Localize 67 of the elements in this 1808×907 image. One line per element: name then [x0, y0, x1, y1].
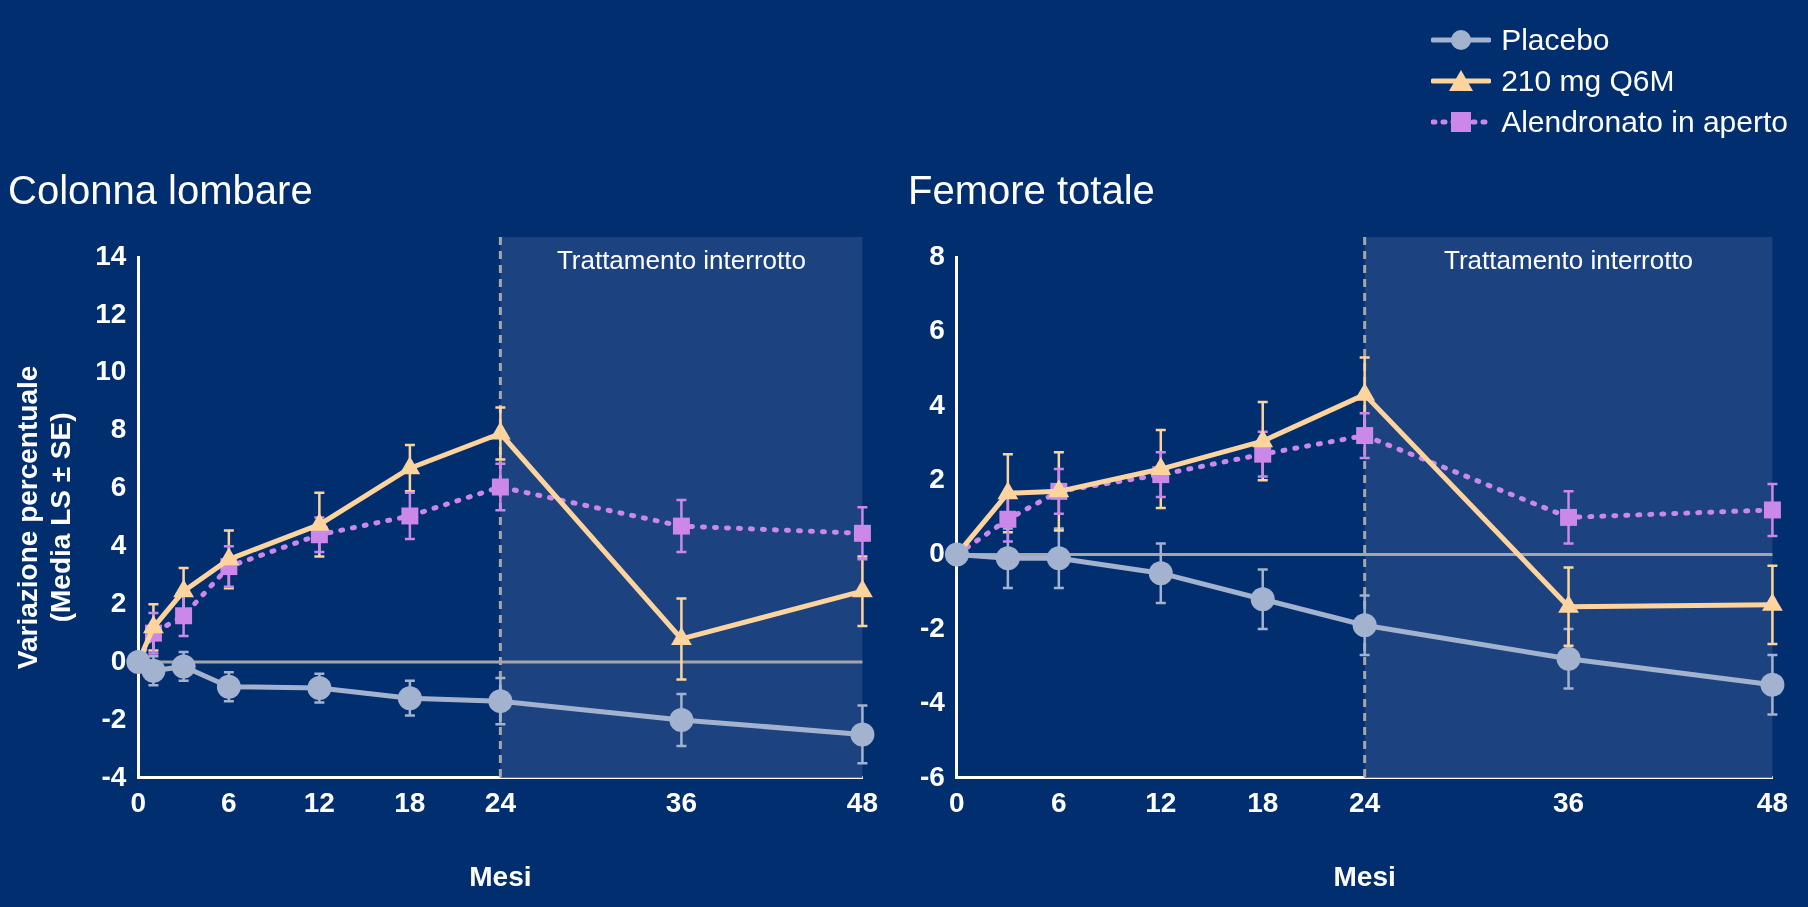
x-tick-label: 6 — [221, 787, 237, 819]
point — [1148, 561, 1173, 586]
point — [1763, 501, 1781, 519]
y-tick-label: 14 — [95, 239, 127, 271]
x-tick-label: 48 — [1756, 787, 1789, 819]
x-tick-label: 0 — [130, 787, 147, 819]
point — [1556, 646, 1581, 671]
point — [491, 478, 509, 496]
chart-title: Femore totale — [908, 168, 1155, 213]
point — [669, 707, 694, 732]
point — [488, 689, 513, 714]
point — [1254, 445, 1272, 463]
y-tick-label: -2 — [919, 611, 945, 643]
point — [944, 542, 969, 567]
point — [672, 517, 690, 535]
x-axis-title: Mesi — [1333, 860, 1396, 892]
y-axis-title: Variazione percentuale (Media LS ± SE) — [11, 365, 77, 670]
x-tick-label: 6 — [1051, 787, 1067, 819]
legend-label: Alendronato in aperto — [1501, 104, 1788, 139]
y-tick-label: 8 — [110, 413, 127, 445]
x-tick-label: 48 — [846, 787, 879, 819]
band-label: Trattamento interrotto — [1444, 245, 1694, 276]
y-tick-label: 0 — [110, 644, 127, 676]
x-axis-title: Mesi — [469, 860, 532, 892]
point — [1250, 587, 1275, 612]
point — [171, 654, 196, 679]
point — [1760, 672, 1785, 697]
point — [216, 674, 241, 699]
y-tick-label: 8 — [929, 239, 945, 271]
x-tick-label: 24 — [484, 787, 517, 819]
point — [1356, 427, 1374, 445]
y-tick-label: -6 — [919, 760, 945, 792]
x-tick-label: 18 — [1247, 787, 1279, 819]
point — [141, 658, 166, 683]
y-tick-label: 6 — [929, 314, 945, 346]
x-tick-label: 12 — [303, 787, 335, 819]
point — [850, 722, 875, 747]
y-tick-label: 2 — [110, 586, 127, 618]
y-tick-label: 4 — [110, 529, 127, 561]
point — [307, 676, 332, 701]
x-tick-label: 12 — [1145, 787, 1177, 819]
point — [995, 546, 1020, 571]
y-tick-label: 12 — [95, 297, 127, 329]
y-tick-label: 4 — [929, 388, 946, 420]
y-tick-label: 6 — [110, 471, 127, 503]
y-tick-label: 10 — [95, 355, 127, 387]
y-tick-label: -4 — [101, 760, 127, 792]
y-tick-label: -4 — [919, 686, 946, 718]
y-tick-label: 2 — [929, 462, 945, 494]
y-tick-label: -2 — [101, 702, 127, 734]
x-tick-label: 36 — [665, 787, 697, 819]
x-tick-label: 36 — [1552, 787, 1585, 819]
point — [1560, 508, 1578, 526]
point — [401, 507, 419, 525]
point — [1352, 613, 1377, 638]
point — [1046, 546, 1071, 571]
legend-label: Placebo — [1501, 22, 1610, 57]
point — [853, 524, 871, 542]
point — [397, 686, 422, 711]
point — [999, 510, 1017, 528]
x-tick-label: 24 — [1349, 787, 1381, 819]
chart-title: Colonna lombare — [8, 168, 313, 213]
point — [175, 607, 193, 625]
legend-label: 210 mg Q6M — [1501, 63, 1675, 98]
x-tick-label: 18 — [394, 787, 426, 819]
band-label: Trattamento interrotto — [556, 245, 806, 276]
y-tick-label: 0 — [929, 537, 945, 569]
